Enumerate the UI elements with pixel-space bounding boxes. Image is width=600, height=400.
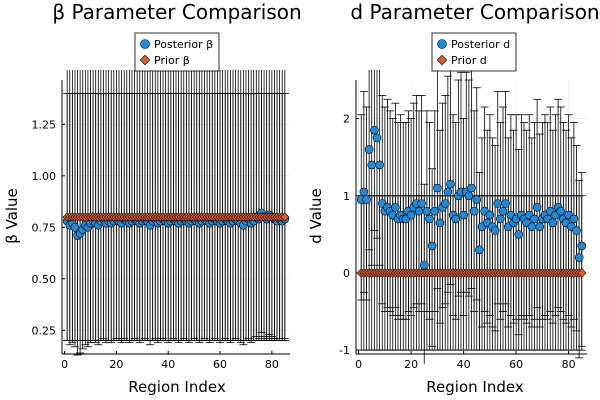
y-tick-label: 1 bbox=[343, 190, 350, 203]
y-tick-label: 2 bbox=[343, 113, 350, 126]
posterior-point bbox=[527, 222, 537, 231]
posterior-point bbox=[422, 206, 432, 216]
posterior-point bbox=[548, 218, 558, 228]
posterior-point bbox=[406, 210, 416, 220]
posterior-point bbox=[472, 195, 482, 204]
posterior-point bbox=[467, 183, 476, 193]
legend-marker bbox=[140, 39, 150, 49]
legend-marker bbox=[139, 54, 151, 66]
posterior-point bbox=[532, 203, 542, 212]
y-tick-label: 1.00 bbox=[32, 170, 57, 183]
posterior-point bbox=[440, 199, 450, 208]
legend-box bbox=[134, 32, 220, 72]
x-tick-label: 20 bbox=[109, 358, 123, 371]
posterior-point bbox=[417, 199, 426, 208]
posterior-point bbox=[425, 214, 434, 224]
posterior-point bbox=[419, 260, 429, 270]
y-tick-label: 0.50 bbox=[32, 273, 57, 286]
legend-box bbox=[431, 32, 517, 72]
y-tick-label: 1.25 bbox=[32, 118, 57, 131]
y-tick-label: 0.25 bbox=[32, 324, 57, 337]
posterior-point bbox=[443, 187, 453, 197]
posterior-point bbox=[430, 206, 440, 216]
x-axis-label: Region Index bbox=[426, 378, 524, 396]
x-tick-label: 40 bbox=[161, 358, 175, 371]
legend-marker bbox=[437, 39, 447, 49]
posterior-point bbox=[498, 206, 508, 216]
y-axis-label: β Value bbox=[3, 188, 21, 244]
legend-marker bbox=[436, 54, 448, 66]
posterior-point bbox=[490, 226, 500, 235]
posterior-point bbox=[572, 226, 581, 235]
posterior-point bbox=[464, 191, 474, 201]
y-tick-label: 0.75 bbox=[32, 221, 57, 234]
posterior-point bbox=[370, 125, 379, 135]
x-tick-label: 60 bbox=[509, 358, 523, 371]
x-tick-label: 0 bbox=[61, 358, 68, 371]
posterior-point bbox=[367, 160, 377, 170]
posterior-point bbox=[446, 179, 455, 189]
posterior-point bbox=[514, 230, 524, 239]
posterior-point bbox=[391, 203, 400, 212]
posterior-point bbox=[372, 133, 382, 143]
posterior-point bbox=[556, 206, 566, 216]
y-tick-label: 0 bbox=[343, 267, 350, 280]
legend-label: Prior d bbox=[451, 54, 487, 67]
x-tick-label: 80 bbox=[265, 358, 279, 371]
posterior-point bbox=[574, 253, 584, 262]
posterior-point bbox=[530, 214, 539, 224]
posterior-point bbox=[451, 214, 461, 224]
posterior-point bbox=[433, 183, 442, 193]
posterior-point bbox=[362, 195, 371, 204]
d-panel: d Parameter Comparison d Value Region In… bbox=[307, 0, 600, 396]
legend-label: Prior β bbox=[154, 54, 190, 67]
posterior-point bbox=[414, 206, 424, 216]
posterior-point bbox=[496, 214, 505, 224]
y-tick-label: -1 bbox=[339, 344, 350, 357]
chart-title: β Parameter Comparison bbox=[52, 0, 301, 24]
posterior-point bbox=[364, 145, 374, 154]
x-axis-label: Region Index bbox=[128, 378, 226, 396]
posterior-point bbox=[375, 160, 384, 170]
posterior-point bbox=[359, 187, 369, 197]
chart-title: d Parameter Comparison bbox=[350, 0, 599, 24]
x-tick-label: 0 bbox=[355, 358, 362, 371]
posterior-point bbox=[475, 245, 484, 255]
prior-point bbox=[280, 212, 290, 222]
x-tick-label: 80 bbox=[562, 358, 576, 371]
posterior-point bbox=[501, 199, 510, 208]
plot-area bbox=[356, 70, 587, 364]
beta-panel: β Parameter Comparison β Value Region In… bbox=[3, 0, 302, 396]
legend-label: Posterior d bbox=[451, 38, 510, 51]
posterior-point bbox=[577, 241, 587, 251]
x-tick-label: 20 bbox=[404, 358, 418, 371]
legend: Posterior β Prior β bbox=[134, 32, 220, 72]
posterior-point bbox=[469, 206, 479, 216]
legend-label: Posterior β bbox=[154, 38, 213, 51]
posterior-point bbox=[427, 241, 437, 251]
legend: Posterior d Prior d bbox=[431, 32, 517, 72]
posterior-point bbox=[459, 210, 468, 220]
x-tick-label: 60 bbox=[213, 358, 227, 371]
posterior-point bbox=[435, 218, 445, 228]
posterior-point bbox=[569, 214, 579, 224]
posterior-point bbox=[493, 199, 503, 208]
y-axis-label: d Value bbox=[307, 188, 325, 243]
prior-point bbox=[577, 268, 587, 278]
plot-area bbox=[62, 70, 290, 356]
posterior-point bbox=[485, 210, 495, 220]
posterior-point bbox=[535, 222, 545, 231]
x-tick-label: 40 bbox=[457, 358, 471, 371]
